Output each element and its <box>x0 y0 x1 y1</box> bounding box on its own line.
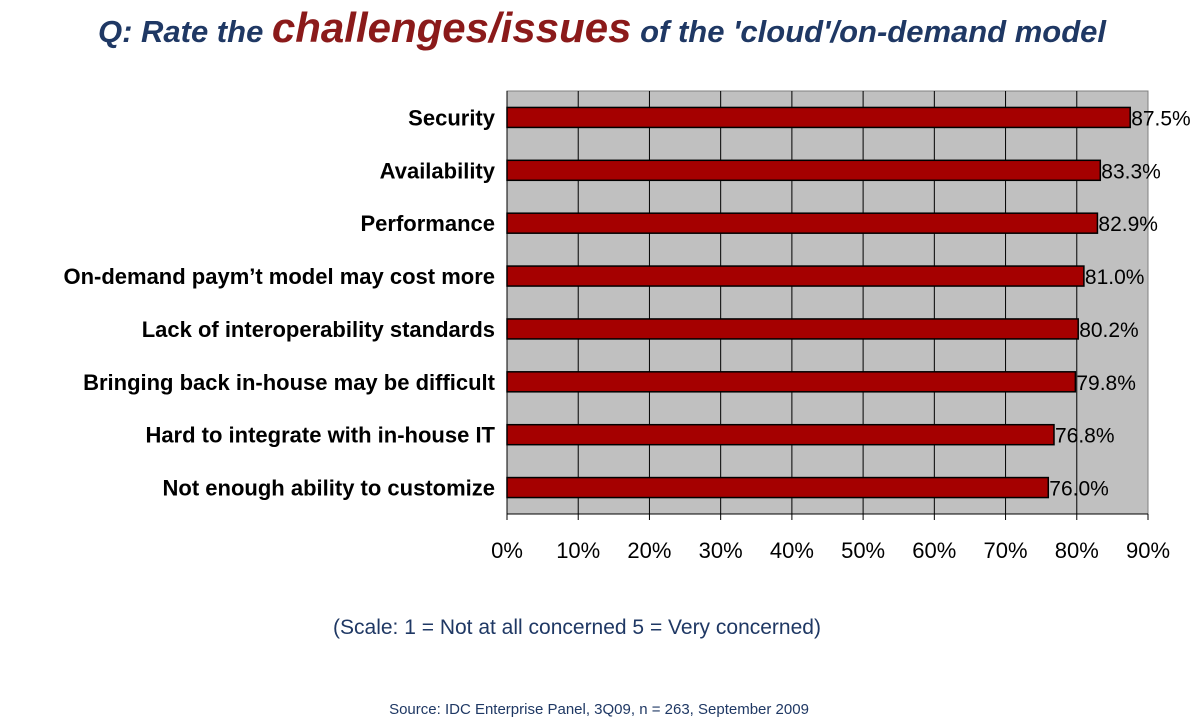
category-label: On-demand paym’t model may cost more <box>63 264 495 289</box>
bar <box>506 423 1055 446</box>
category-label: Performance <box>360 211 495 236</box>
value-label: 76.0% <box>1049 478 1109 501</box>
x-tick-label: 50% <box>841 538 885 563</box>
bar <box>506 212 1099 234</box>
category-label: Lack of interoperability standards <box>142 317 495 342</box>
bar <box>506 159 1102 182</box>
chart-title-emphasis: challenges/issues <box>271 4 632 51</box>
category-label: Security <box>408 105 496 130</box>
source-note: Source: IDC Enterprise Panel, 3Q09, n = … <box>389 701 809 718</box>
bar <box>506 265 1085 287</box>
scale-note: (Scale: 1 = Not at all concerned 5 = Ver… <box>333 616 821 639</box>
x-tick-label: 70% <box>984 538 1028 563</box>
bar <box>506 371 1077 393</box>
bar <box>506 318 1079 340</box>
x-tick-label: 0% <box>491 538 523 563</box>
bar <box>506 476 1050 499</box>
x-tick-label: 90% <box>1126 538 1170 563</box>
value-label: 87.5% <box>1131 107 1191 130</box>
category-label: Hard to integrate with in-house IT <box>145 423 495 448</box>
value-label: 79.8% <box>1076 372 1136 395</box>
category-label: Bringing back in-house may be difficult <box>83 370 496 395</box>
category-label: Not enough ability to customize <box>163 476 495 501</box>
x-tick-label: 60% <box>912 538 956 563</box>
value-label: 82.9% <box>1098 213 1158 236</box>
x-tick-label: 40% <box>770 538 814 563</box>
value-label: 76.8% <box>1055 425 1115 448</box>
bar <box>506 106 1131 129</box>
x-tick-label: 80% <box>1055 538 1099 563</box>
chart-title-part2: of the 'cloud'/on-demand model <box>631 14 1107 49</box>
x-tick-label: 30% <box>699 538 743 563</box>
value-label: 81.0% <box>1085 266 1145 289</box>
plot-area <box>506 90 1149 515</box>
chart-title: Q: Rate the challenges/issues of the 'cl… <box>0 4 1204 52</box>
value-label: 83.3% <box>1101 160 1161 183</box>
x-tick-label: 20% <box>627 538 671 563</box>
chart-title-part1: Q: Rate the <box>97 14 272 49</box>
bar-chart: 0% 10% 20% 30% 40% 50% 60% 70% 80% 90% Security 87.… <box>63 90 1191 563</box>
x-tick-label: 10% <box>556 538 600 563</box>
category-label: Availability <box>380 158 496 183</box>
value-label: 80.2% <box>1079 319 1139 342</box>
